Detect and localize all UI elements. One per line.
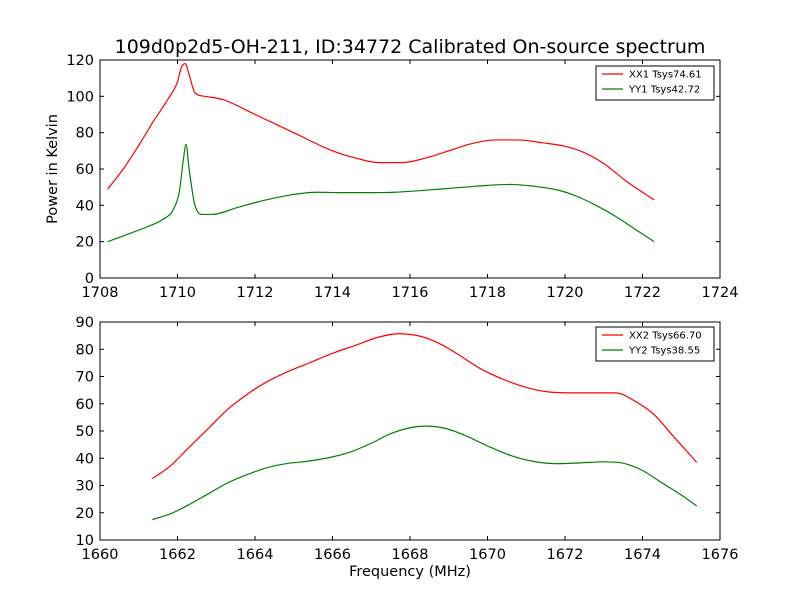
- y-tick-label: 90: [76, 315, 94, 331]
- y-tick-label: 100: [66, 89, 94, 105]
- y-tick-label: 60: [76, 162, 94, 178]
- x-tick-label: 1716: [392, 285, 429, 301]
- legend-label-yy: YY1 Tsys42.72: [628, 85, 700, 96]
- y-axis-label: Power in Kelvin: [45, 114, 61, 224]
- x-tick-label: 1710: [159, 285, 196, 301]
- y-tick-label: 20: [76, 235, 94, 251]
- x-tick-label: 1662: [159, 547, 196, 563]
- legend-box: [595, 65, 715, 101]
- y-tick-label: 40: [76, 198, 94, 214]
- x-tick-label: 1670: [469, 547, 506, 563]
- x-tick-label: 1660: [82, 547, 119, 563]
- y-tick-label: 60: [76, 397, 94, 413]
- subplot-2: 1660 1662 1664 1666 1668 1670 1672 1674 1676 10 20…: [76, 315, 739, 580]
- legend: XX2 Tsys66.70 YY2 Tsys38.55: [595, 326, 715, 362]
- x-axis-label: Frequency (MHz): [349, 564, 471, 580]
- y-tick-label: 30: [76, 479, 94, 495]
- y-tick-label: 80: [76, 126, 94, 142]
- y-tick-label: 20: [76, 506, 94, 522]
- legend-label-yy: YY2 Tsys38.55: [628, 346, 700, 357]
- x-tick-label: 1720: [547, 285, 584, 301]
- x-tick-label: 1722: [624, 285, 661, 301]
- series-line-yy-2: [152, 425, 698, 521]
- x-tick-label: 1676: [702, 547, 739, 563]
- x-tick-label: 1674: [624, 547, 661, 563]
- legend-label-xx: XX1 Tsys74.61: [629, 70, 702, 81]
- series-line-xx-1: [107, 63, 655, 201]
- y-tick-label: 120: [66, 53, 94, 69]
- y-tick-label: 80: [76, 342, 94, 358]
- y-tick-label: 10: [76, 533, 94, 549]
- plots-container: 1708 1710 1712 1714 1716 1718 1720 1722 1724 0 20 4…: [45, 53, 738, 580]
- series-line-xx-2: [151, 333, 698, 480]
- y-tick-label: 0: [85, 271, 94, 287]
- x-tick-label: 1714: [314, 285, 351, 301]
- legend: XX1 Tsys74.61 YY1 Tsys42.72: [595, 65, 715, 101]
- y-tick-label: 50: [76, 424, 94, 440]
- series-line-yy-1: [107, 143, 655, 243]
- subplot-1: 1708 1710 1712 1714 1716 1718 1720 1722 1724 0 20 4…: [45, 53, 738, 301]
- y-tick-label: 40: [76, 451, 94, 467]
- x-tick-label: 1724: [702, 285, 739, 301]
- x-tick-label: 1708: [82, 285, 119, 301]
- x-tick-label: 1672: [547, 547, 584, 563]
- x-tick-label: 1718: [469, 285, 506, 301]
- x-tick-label: 1664: [237, 547, 274, 563]
- legend-label-xx: XX2 Tsys66.70: [629, 331, 702, 342]
- x-tick-label: 1668: [392, 547, 429, 563]
- x-tick-label: 1666: [314, 547, 351, 563]
- y-tick-label: 70: [76, 370, 94, 386]
- figure-title: 109d0p2d5-OH-211, ID:34772 Calibrated On…: [115, 36, 706, 58]
- legend-box: [595, 326, 715, 362]
- x-tick-label: 1712: [237, 285, 274, 301]
